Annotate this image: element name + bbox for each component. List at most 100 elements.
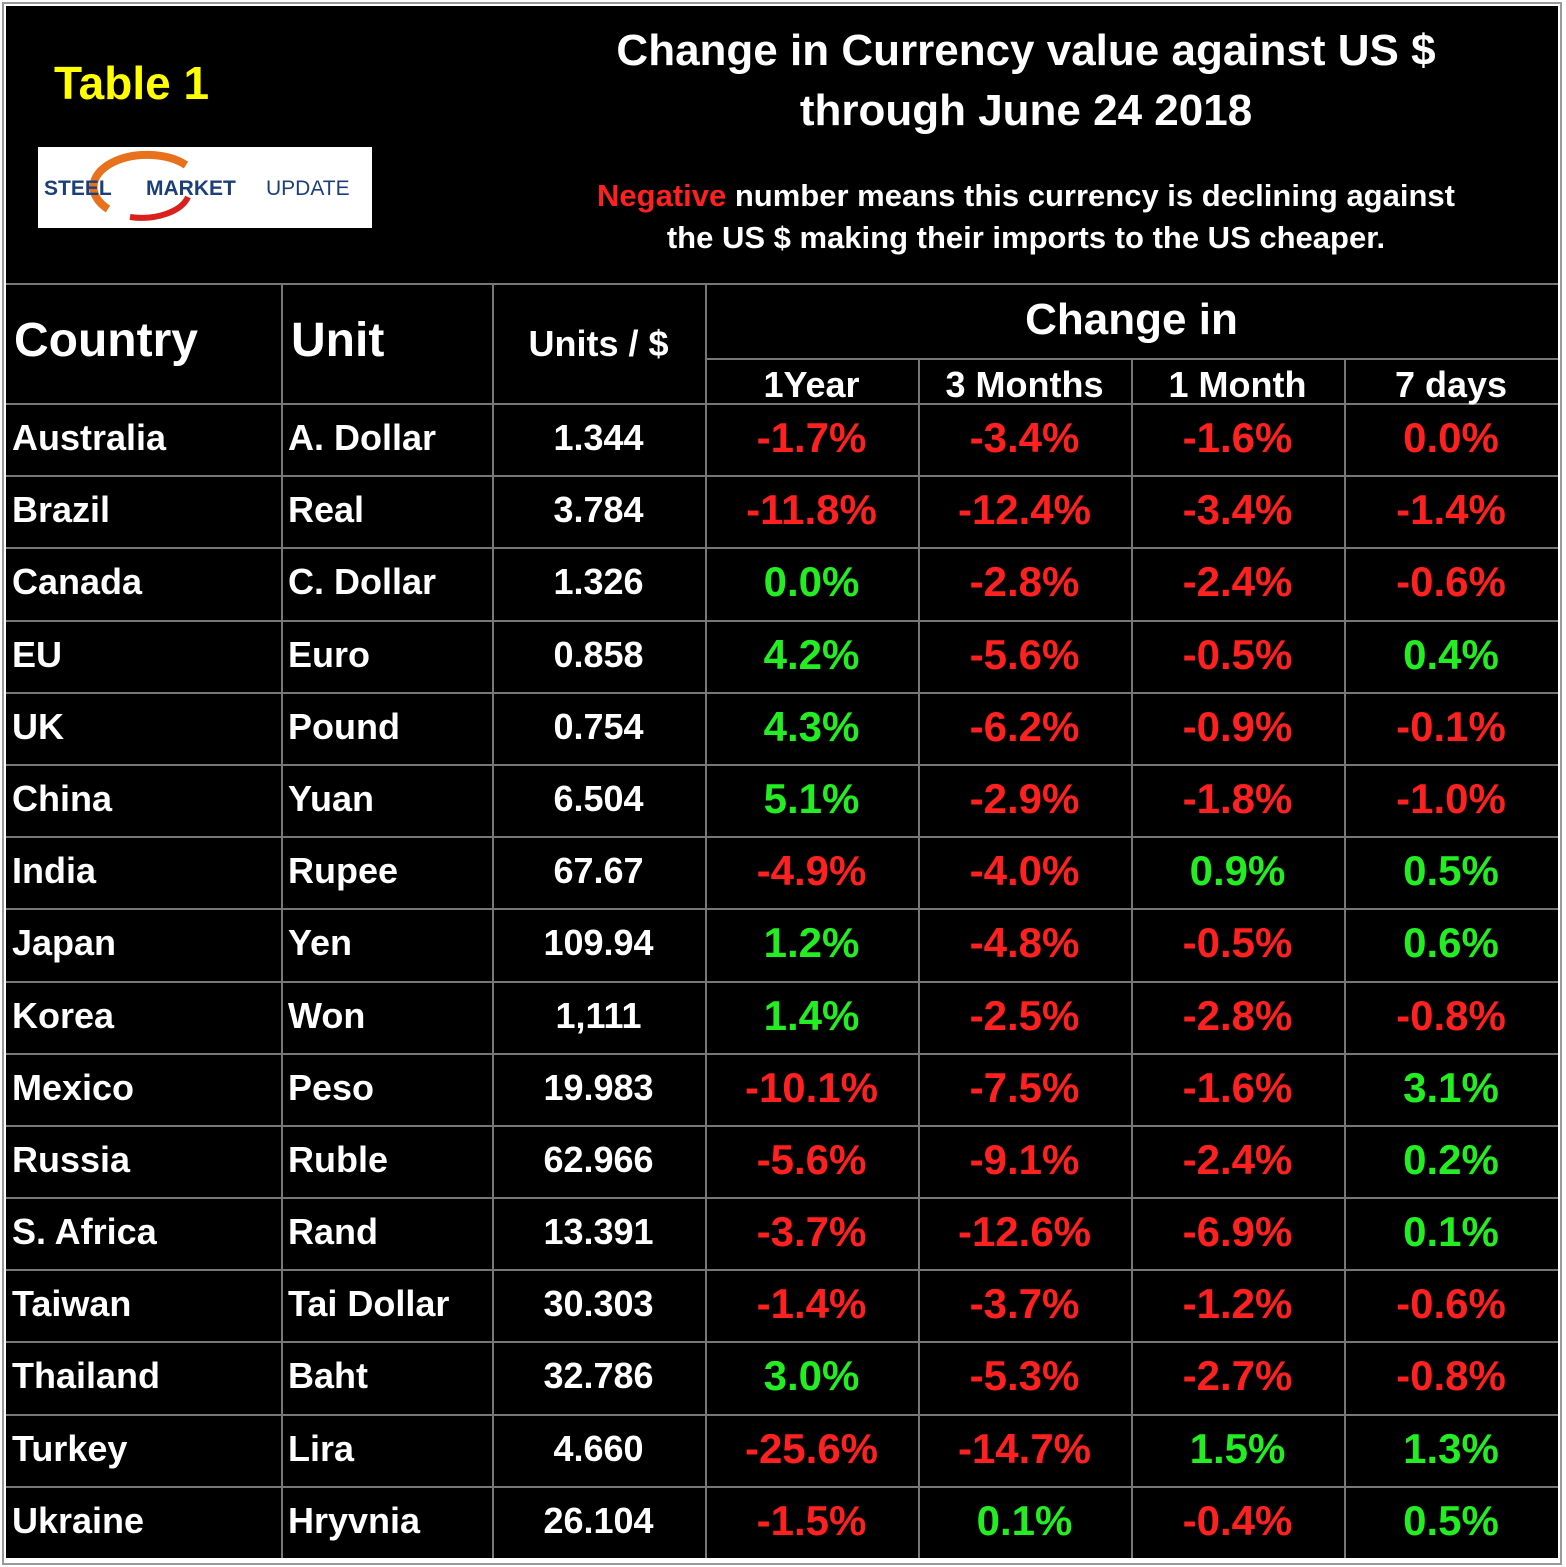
change-cell: -1.4% [756,1280,867,1328]
units-per-dollar-cell: 30.303 [543,1283,654,1325]
grid-line [6,691,1558,694]
change-cell: -0.5% [1182,630,1293,678]
country-cell: Brazil [12,489,111,531]
grid-line [6,547,1558,550]
logo-swoosh [89,150,191,221]
grid-line [492,283,494,1558]
subcolumn-header: 1Year [763,364,860,405]
note-line: the US $ making their imports to the US … [666,220,1386,255]
change-cell: 3.0% [763,1352,860,1400]
change-cell: -1.6% [1182,414,1293,461]
country-cell: Japan [12,922,117,964]
unit-cell: Tai Dollar [288,1283,450,1325]
grid-line [1131,358,1133,1558]
change-cell: -6.2% [969,702,1080,750]
title-line: Change in Currency value against US $ [616,26,1436,75]
units-per-dollar-cell: 13.391 [543,1211,654,1253]
country-cell: Ukraine [12,1499,145,1541]
country-cell: S. Africa [12,1211,157,1253]
change-cell: -1.0% [1396,774,1506,822]
grid-line [6,763,1558,766]
change-cell: -0.8% [1396,991,1506,1039]
table-panel: Table 1 STEEL MARKET UPDATE Change in Cu… [6,6,1558,1558]
change-cell: -2.4% [1182,558,1293,606]
grid-line [6,1124,1558,1127]
change-cell: -1.2% [1182,1280,1293,1328]
change-cell: 0.0% [1403,414,1499,461]
units-per-dollar-cell: 109.94 [543,922,654,964]
change-cell: -12.4% [957,486,1092,534]
grid-line [918,358,920,1558]
units-per-dollar-cell: 1.344 [553,417,644,458]
units-per-dollar-cell: 0.754 [553,705,644,747]
country-cell: Australia [12,417,167,458]
unit-cell: Rand [288,1211,378,1253]
change-cell: -9.1% [969,1135,1080,1183]
grid-line [1344,358,1346,1558]
change-cell: -0.1% [1396,702,1506,750]
change-cell: -2.9% [969,774,1080,822]
change-cell: -3.7% [969,1280,1080,1328]
unit-cell: Yen [288,922,353,964]
change-cell: 0.1% [976,1496,1073,1544]
change-cell: 3.1% [1403,1063,1499,1111]
unit-cell: Euro [288,633,371,675]
change-cell: -5.6% [756,1135,867,1183]
change-cell: -25.6% [744,1424,879,1472]
unit-cell: Won [288,994,366,1036]
country-cell: EU [12,633,63,675]
grid-line [6,1341,1558,1344]
change-cell: -5.6% [969,630,1080,678]
country-cell: Turkey [12,1427,128,1469]
grid-line [6,619,1558,622]
change-cell: -3.7% [756,1208,867,1256]
change-cell: -0.8% [1396,1352,1506,1400]
country-cell: Mexico [12,1066,135,1108]
change-cell: 1.5% [1189,1424,1286,1472]
change-cell: -0.6% [1396,558,1506,606]
change-cell: 1.2% [763,919,860,967]
grid-line [6,1413,1558,1416]
change-cell: -1.6% [1182,1063,1293,1111]
units-per-dollar-cell: 32.786 [543,1355,654,1397]
change-cell: -1.8% [1182,774,1293,822]
column-header: Units / $ [528,323,669,364]
change-cell: -4.8% [969,919,1080,967]
unit-cell: Lira [288,1427,355,1469]
unit-cell: Hryvnia [288,1499,421,1541]
units-per-dollar-cell: 1,111 [555,994,642,1036]
group-header: Change in [1025,295,1238,344]
change-cell: 4.2% [763,630,860,678]
change-cell: -5.3% [969,1352,1080,1400]
units-per-dollar-cell: 67.67 [553,850,644,892]
change-cell: -2.7% [1182,1352,1293,1400]
change-cell: -14.7% [957,1424,1092,1472]
column-header: Country [14,314,198,367]
change-cell: -12.6% [957,1208,1092,1256]
units-per-dollar-cell: 4.660 [553,1427,644,1469]
note-text: number means this currency is declining … [734,178,1455,213]
unit-cell: Baht [288,1355,368,1397]
change-cell: -11.8% [746,486,877,534]
grid-line [6,475,1558,478]
logo: STEEL MARKET UPDATE [38,147,372,228]
grid-line [6,908,1558,911]
table-label: Table 1 [54,57,210,109]
change-cell: -7.5% [969,1063,1080,1111]
country-cell: Russia [12,1138,131,1180]
change-cell: -1.4% [1396,486,1506,534]
country-cell: China [12,777,113,819]
unit-cell: Peso [288,1066,375,1108]
units-per-dollar-cell: 62.966 [543,1138,654,1180]
change-cell: -2.8% [969,558,1080,606]
unit-cell: Real [288,489,365,531]
country-cell: Canada [12,561,143,603]
unit-cell: A. Dollar [288,417,437,458]
change-cell: -0.4% [1182,1496,1293,1544]
unit-cell: C. Dollar [288,561,437,603]
change-cell: 1.3% [1403,1424,1499,1472]
grid-line [6,980,1558,983]
unit-cell: Pound [288,705,400,747]
change-cell: 4.3% [763,702,860,750]
